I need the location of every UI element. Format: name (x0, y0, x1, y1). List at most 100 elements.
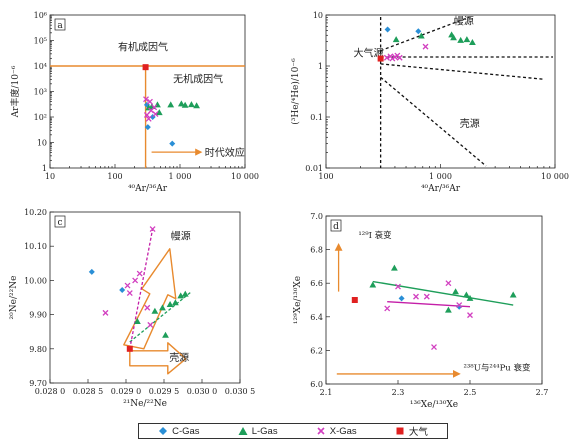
data-point-l-gas (172, 299, 179, 306)
panel-c: 0.028 0 0.028 5 0.029 0 0.029 5 0.030 0 0.030… (9, 208, 255, 409)
data-point-l-gas (155, 109, 163, 116)
data-point-l-gas (177, 100, 185, 107)
data-point-l-gas (463, 36, 471, 43)
x-tick-label: 2.7 (536, 388, 549, 397)
data-point-c-gas (119, 286, 126, 293)
annotation: 幔源 (454, 15, 474, 28)
diamond-icon (159, 427, 168, 435)
legend-label: L-Gas (251, 425, 278, 437)
plot-frame (49, 14, 246, 169)
data-point-l-gas (162, 331, 169, 338)
annotation: 幔源 (171, 229, 191, 242)
panel-d: 2.1 2.3 2.5 2.7 6.0 6.2 6.4 6.6 6.8 7.0 ¹³⁶Xe/¹³⁰X… (293, 212, 548, 410)
x-tick-label: 2.1 (320, 388, 333, 397)
y-tick-label: 10⁴ (34, 62, 47, 71)
data-point-l-gas (134, 318, 141, 325)
data-point-x-gas (383, 54, 390, 61)
legend: C-Gas L-Gas X-Gas 大气 (138, 423, 448, 439)
y-tick-label: 10⁵ (34, 37, 47, 46)
x-tick-label: 1 000 (169, 172, 192, 181)
x-tick-label: 0.028 5 (73, 387, 104, 396)
data-point-x-gas (132, 277, 139, 284)
triangle-icon (238, 427, 248, 435)
data-point-l-gas (188, 101, 195, 108)
data-point-l-gas (466, 294, 474, 301)
x-mark-icon (317, 427, 325, 435)
annotation: 有机成因气 (118, 41, 168, 54)
y-tick-label: 7.0 (310, 212, 323, 221)
data-point-x-gas (102, 309, 109, 316)
y-tick-label: 6.6 (310, 279, 323, 288)
legend-item-x-gas: X-Gas (316, 426, 357, 437)
x-tick-label: 100 (107, 172, 122, 181)
y-tick-label: 10⁶ (34, 11, 47, 20)
x-axis-label: ¹³⁶Xe/¹³⁰Xe (410, 400, 458, 410)
y-tick-label: 9.70 (29, 379, 47, 388)
data-point-l-gas (369, 281, 377, 288)
x-axis-label: ⁴⁰Ar/³⁶Ar (128, 184, 168, 194)
x-tick-label: 100 (318, 172, 333, 181)
data-point-x-gas (151, 104, 158, 111)
data-point-c-gas (398, 295, 405, 302)
legend-label: X-Gas (329, 425, 357, 437)
trend-line (129, 228, 154, 349)
data-point-x-gas (143, 112, 150, 118)
data-point-l-gas (151, 307, 159, 314)
data-point-l-gas (463, 291, 470, 298)
annotation: 无机成因气 (173, 72, 223, 85)
x-tick-label: 10 000 (231, 172, 259, 181)
y-tick-label: 1 (42, 164, 47, 173)
data-point-x-gas (152, 111, 159, 118)
panel-letter: a (57, 21, 63, 31)
data-point-l-gas (177, 292, 185, 299)
mantle-arrow-icon (123, 248, 177, 350)
boundary-line (380, 63, 544, 80)
legend-label: C-Gas (172, 425, 200, 437)
data-point-x-gas (124, 282, 131, 289)
data-point-l-gas (457, 36, 465, 43)
data-point-x-gas (146, 98, 153, 105)
legend-item-l-gas: L-Gas (238, 426, 278, 437)
data-point-x-gas (413, 293, 419, 300)
x-tick-label: 1 000 (429, 172, 452, 181)
y-tick-label: 0.1 (310, 113, 323, 122)
data-point-l-gas (417, 32, 425, 39)
panel-letter-box (54, 215, 66, 228)
trend-line (387, 300, 471, 308)
panel-b: 100 1 000 10 000 0.01 0.1 1 10 ⁴⁰Ar/³⁶Ar (³He/⁴H… (290, 11, 569, 194)
data-point-l-gas (450, 34, 457, 41)
data-point-x-gas (423, 293, 430, 300)
data-point-air (377, 55, 384, 62)
data-point-x-gas (445, 280, 452, 287)
data-point-x-gas (431, 344, 437, 350)
y-tick-label: 6.2 (310, 346, 323, 355)
y-tick-label: 10³ (34, 88, 47, 97)
y-tick-label: 10.20 (24, 208, 47, 217)
data-point-c-gas (384, 26, 391, 33)
panel-letter: d (333, 222, 339, 232)
data-point-x-gas (422, 43, 429, 50)
legend-item-c-gas: C-Gas (158, 425, 200, 437)
y-axis-label: Ar丰度/10⁻⁶ (9, 65, 21, 118)
x-tick-label: 2.5 (464, 388, 477, 397)
crust-arrow-icon (129, 342, 187, 375)
panel-letter-box (54, 18, 66, 31)
data-point-c-gas (88, 268, 95, 275)
y-axis-label: (³He/⁴He)/10⁻⁶ (290, 58, 301, 125)
x-tick-label: 2.3 (392, 388, 405, 397)
x-tick-label: 0.028 0 (35, 387, 66, 396)
panel-a: 10 100 1 000 10 00011010²10³10⁴10⁵10⁶⁴⁰Ar/³… (9, 11, 259, 194)
data-point-l-gas (509, 291, 517, 298)
y-axis-label: ²⁰Ne/²²Ne (9, 276, 19, 320)
y-tick-label: 9.90 (29, 311, 47, 320)
data-point-l-gas (193, 102, 200, 109)
data-point-l-gas (469, 39, 476, 46)
y-tick-label: 6.0 (310, 380, 323, 389)
plot-frame (49, 211, 241, 384)
x-tick-label: 10 000 (541, 172, 569, 181)
y-tick-label: 10 (313, 11, 323, 20)
data-point-x-gas (143, 96, 149, 103)
y-tick-label: 6.4 (310, 313, 323, 322)
y-axis-label: ¹²⁹Xe/¹³⁰Xe (293, 276, 303, 324)
data-point-x-gas (145, 115, 152, 122)
